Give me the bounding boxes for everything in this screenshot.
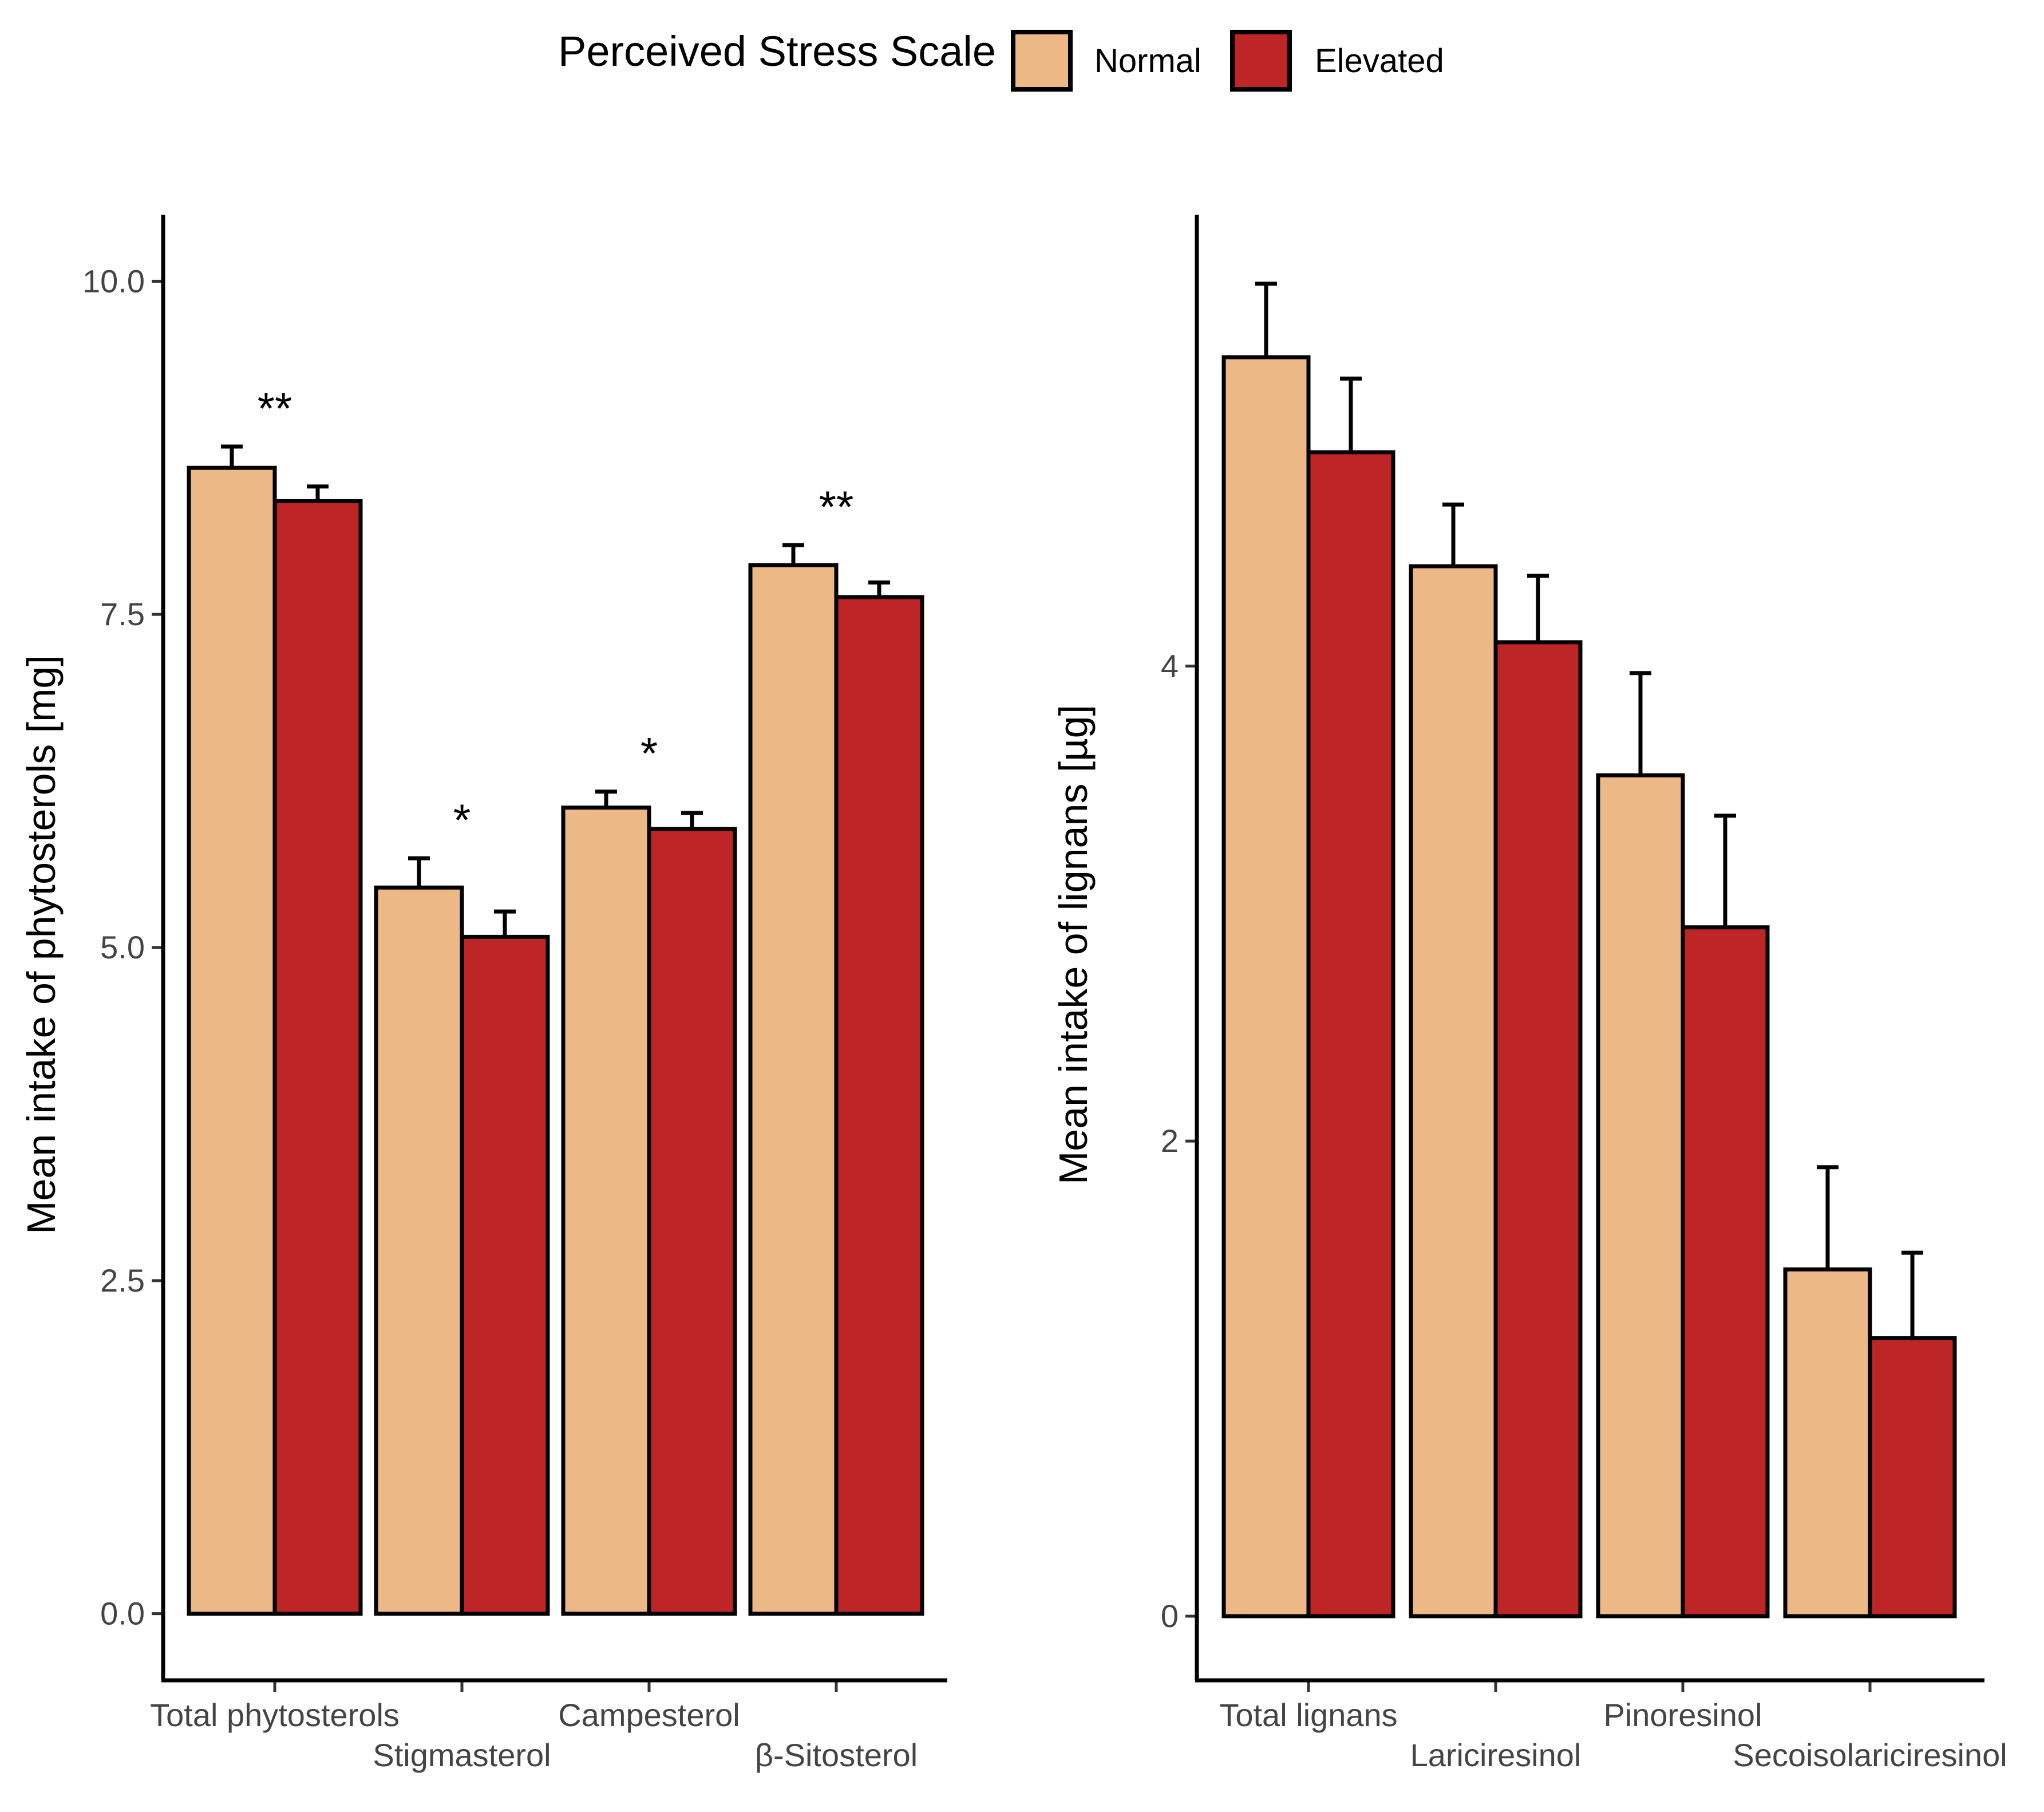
x-tick-label: Secoisolariciresinol xyxy=(1733,1737,2007,1773)
x-tick-label: Pinoresinol xyxy=(1603,1697,1762,1733)
chart-panel-1: ** Total phytosterols * Stigmasterol * Campes… xyxy=(19,215,947,1773)
bar-normal xyxy=(1409,564,1498,1618)
significance-marker: * xyxy=(453,795,471,845)
x-tick-label: Total lignans xyxy=(1219,1697,1397,1733)
y-tick-label: 2 xyxy=(1161,1123,1179,1159)
y-tick-label: 10.0 xyxy=(82,263,145,299)
bar-normal xyxy=(748,563,839,1616)
legend-label-normal: Normal xyxy=(1094,42,1201,80)
bar-normal xyxy=(561,806,651,1616)
y-tick-label: 5.0 xyxy=(100,929,145,965)
y-axis-label: Mean intake of lignans [µg] xyxy=(1051,705,1096,1185)
x-tick-label: Total phytosterols xyxy=(150,1697,400,1733)
bar-normal xyxy=(374,885,464,1616)
x-tick-label: Campesterol xyxy=(558,1697,740,1733)
y-tick-label: 4 xyxy=(1161,648,1179,684)
legend-swatch-elevated xyxy=(1230,30,1292,92)
significance-marker: ** xyxy=(258,383,292,433)
bar-elevated xyxy=(1868,1336,1957,1618)
x-tick-label: Lariciresinol xyxy=(1410,1737,1582,1773)
bar-normal xyxy=(1596,773,1685,1618)
x-tick-label: Stigmasterol xyxy=(373,1737,551,1773)
bar-normal xyxy=(1783,1267,1872,1618)
significance-marker: ** xyxy=(819,481,854,532)
legend: Perceived Stress Scale Normal Elevated xyxy=(558,27,1444,92)
significance-marker: * xyxy=(641,728,658,779)
legend-swatch-normal xyxy=(1011,30,1073,92)
y-tick-label: 2.5 xyxy=(100,1262,145,1298)
legend-label-elevated: Elevated xyxy=(1315,42,1444,80)
y-tick-label: 0.0 xyxy=(100,1596,145,1632)
bar-elevated xyxy=(834,595,924,1616)
legend-title: Perceived Stress Scale xyxy=(558,27,996,75)
bar-elevated xyxy=(1306,450,1395,1618)
y-axis-label: Mean intake of phytosterols [mg] xyxy=(19,655,64,1234)
bar-elevated xyxy=(1681,925,1770,1618)
bar-elevated xyxy=(272,499,363,1616)
y-tick-label: 0 xyxy=(1161,1598,1179,1634)
bar-elevated xyxy=(647,827,737,1616)
bar-elevated xyxy=(1493,640,1583,1618)
y-tick-label: 7.5 xyxy=(100,596,145,632)
bar-normal xyxy=(187,465,277,1616)
chart-panel-2: Total lignans Lariciresinol Pinoresinol Sec… xyxy=(1051,215,2007,1773)
bar-normal xyxy=(1221,355,1311,1618)
x-tick-label: β-Sitosterol xyxy=(755,1737,918,1773)
bar-elevated xyxy=(460,934,550,1616)
